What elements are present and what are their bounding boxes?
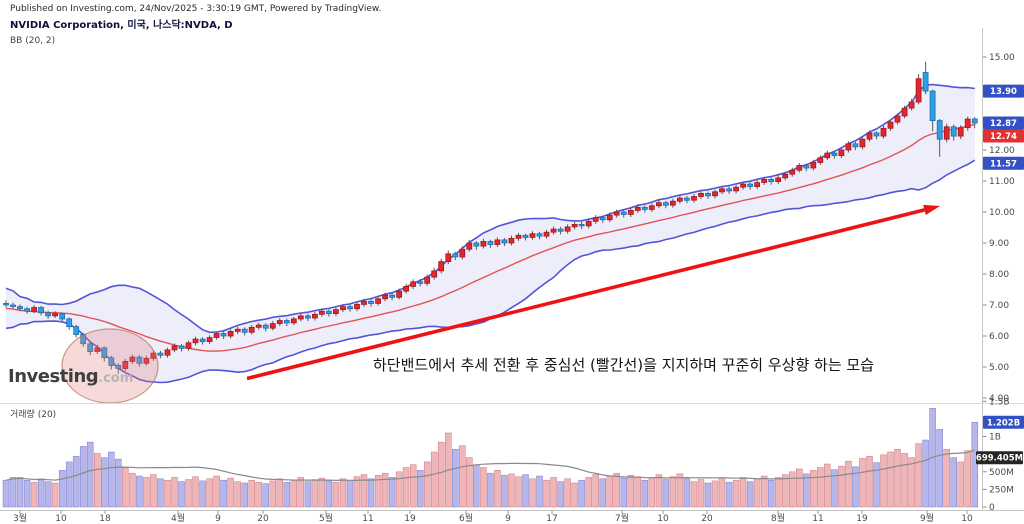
price-badge [983, 156, 1024, 170]
trend-arrow-head [923, 204, 940, 215]
price-axis[interactable]: 15.00 12.00 11.00 10.00 9.00 8.00 7.00 6.00 5.00… [983, 53, 1015, 513]
svg-text:4.00: 4.00 [989, 394, 1009, 404]
svg-text:5.00: 5.00 [989, 363, 1009, 373]
price-badge [976, 451, 1023, 465]
volume-bars [2, 408, 979, 508]
svg-text:4월: 4월 [171, 512, 185, 524]
svg-text:20: 20 [257, 514, 269, 524]
volume-ma-line [5, 449, 975, 482]
svg-text:7.00: 7.00 [989, 301, 1009, 311]
bb-middle-line [5, 123, 975, 352]
svg-text:11.57: 11.57 [990, 159, 1017, 169]
svg-text:3월: 3월 [13, 512, 27, 524]
svg-text:10: 10 [961, 514, 973, 524]
trend-arrow-shaft [246, 208, 925, 381]
svg-text:15.00: 15.00 [989, 53, 1015, 63]
price-badge [983, 116, 1024, 130]
svg-text:13.90: 13.90 [990, 87, 1017, 97]
logo-suffix-text: .com [98, 371, 134, 386]
svg-text:18: 18 [99, 514, 111, 524]
svg-text:12.87: 12.87 [990, 119, 1017, 129]
svg-text:12.00: 12.00 [989, 146, 1015, 156]
logo-brand-text: Investing [8, 366, 99, 387]
svg-text:8.00: 8.00 [989, 270, 1009, 280]
axis-badges: 13.90 12.87 12.74 11.57 1.202B 699.405M [976, 84, 1024, 465]
svg-text:1.202B: 1.202B [987, 418, 1020, 428]
price-badge [983, 415, 1024, 429]
svg-text:9.00: 9.00 [989, 239, 1009, 249]
published-line: Published on Investing.com, 24/Nov/2025 … [10, 4, 382, 14]
price-badge [983, 129, 1024, 143]
svg-text:11: 11 [362, 514, 373, 524]
svg-text:10: 10 [657, 514, 669, 524]
trend-annotation-text: 하단밴드에서 추세 전환 후 중심선 (빨간선)을 지지하며 꾸준히 우상향 하… [373, 356, 874, 374]
svg-text:8월: 8월 [771, 512, 785, 524]
volume-ma [5, 449, 975, 482]
volume-pane-label: 거래량 (20) [10, 410, 57, 420]
svg-text:7월: 7월 [615, 512, 629, 524]
svg-text:9: 9 [215, 514, 221, 524]
svg-text:10: 10 [55, 514, 67, 524]
svg-text:20: 20 [701, 514, 713, 524]
svg-text:0: 0 [989, 503, 995, 513]
svg-text:250M: 250M [989, 485, 1014, 495]
chart-title: NVIDIA Corporation, 미국, 나스닥:NVDA, D [10, 20, 233, 31]
svg-text:5월: 5월 [319, 512, 333, 524]
svg-text:699.405M: 699.405M [976, 454, 1023, 464]
svg-text:17: 17 [546, 514, 557, 524]
svg-text:500M: 500M [989, 468, 1014, 478]
svg-text:11.00: 11.00 [989, 177, 1015, 187]
svg-text:6월: 6월 [459, 512, 473, 524]
svg-text:6.00: 6.00 [989, 332, 1009, 342]
svg-text:12.74: 12.74 [990, 132, 1017, 142]
svg-text:11: 11 [812, 514, 823, 524]
x-axis[interactable]: 3월 10 18 4월 9 20 5월 11 19 6월 9 17 7월 10 20 8월 11 19 9월 10 [13, 510, 973, 524]
svg-text:19: 19 [404, 514, 416, 524]
svg-text:1.5B: 1.5B [989, 397, 1010, 407]
svg-text:9월: 9월 [920, 512, 934, 524]
svg-text:9: 9 [505, 514, 511, 524]
investing-logo: Investing.com [8, 366, 133, 387]
svg-text:1B: 1B [989, 433, 1001, 443]
svg-text:10.00: 10.00 [989, 208, 1015, 218]
bb-indicator-label: BB (20, 2) [10, 36, 56, 46]
svg-text:19: 19 [856, 514, 868, 524]
candlesticks [3, 61, 978, 374]
price-badge [983, 84, 1024, 98]
axis-frame [0, 28, 1024, 511]
